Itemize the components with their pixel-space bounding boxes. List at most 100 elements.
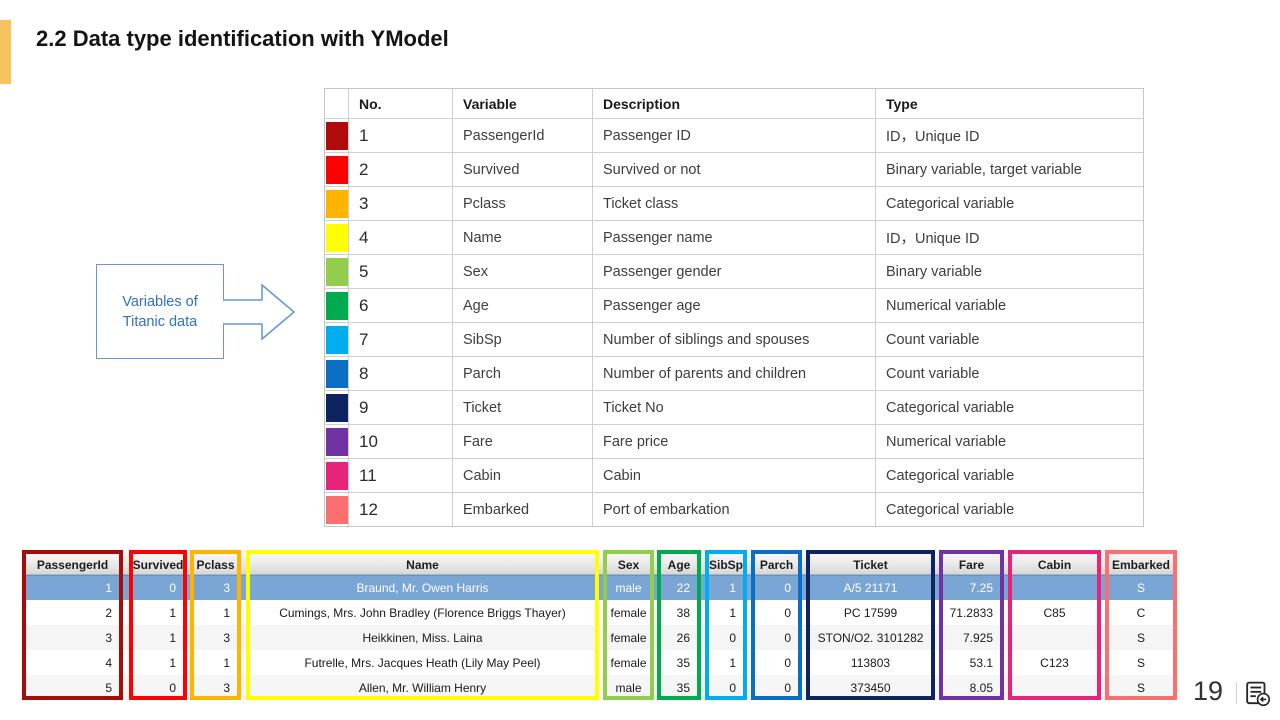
- grid-cell[interactable]: 1: [223, 605, 230, 620]
- grid-cell[interactable]: 0: [784, 630, 791, 645]
- grid-cell[interactable]: 373450: [850, 680, 891, 695]
- variables-table-type-cell: Categorical variable: [876, 459, 1143, 493]
- grid-cell[interactable]: 0: [169, 680, 176, 695]
- grid-row-band[interactable]: [24, 650, 1175, 675]
- grid-cell[interactable]: male: [615, 680, 642, 695]
- grid-cell[interactable]: 2: [105, 605, 112, 620]
- grid-cell[interactable]: 38: [676, 605, 690, 620]
- grid-row-band[interactable]: [24, 675, 1175, 700]
- grid-cell[interactable]: 1: [169, 605, 176, 620]
- grid-selected-row-band[interactable]: [24, 575, 1175, 600]
- grid-cell[interactable]: Allen, Mr. William Henry: [358, 680, 487, 695]
- grid-column-header[interactable]: Sex: [617, 557, 640, 572]
- grid-row-band[interactable]: [24, 600, 1175, 625]
- document-back-icon[interactable]: [1245, 681, 1271, 707]
- grid-cell[interactable]: 1: [169, 655, 176, 670]
- grid-cell[interactable]: Braund, Mr. Owen Harris: [356, 580, 489, 595]
- grid-cell[interactable]: 35: [676, 655, 690, 670]
- grid-cell[interactable]: 7.25: [969, 580, 993, 595]
- variables-table-no-cell: 1: [349, 119, 453, 153]
- grid-cell[interactable]: PC 17599: [843, 605, 898, 620]
- variables-table-variable-cell: Fare: [453, 425, 593, 459]
- grid-cell[interactable]: [1012, 625, 1097, 650]
- grid-cell[interactable]: female: [610, 655, 647, 670]
- grid-cell[interactable]: Futrelle, Mrs. Jacques Heath (Lily May P…: [304, 655, 541, 670]
- variables-table-no-cell: 5: [349, 255, 453, 289]
- grid-cell[interactable]: C123: [1040, 655, 1069, 670]
- grid-cell[interactable]: 3: [105, 630, 112, 645]
- grid-cell[interactable]: C: [1136, 605, 1146, 620]
- grid-column-header[interactable]: Cabin: [1037, 557, 1072, 572]
- grid-column-header[interactable]: Ticket: [853, 557, 888, 572]
- grid-column-header[interactable]: SibSp: [709, 557, 743, 572]
- grid-cell[interactable]: A/5 21171: [843, 580, 898, 595]
- grid-cell[interactable]: 113803: [850, 655, 891, 670]
- variables-table-no-cell: 2: [349, 153, 453, 187]
- grid-cell[interactable]: 1: [729, 655, 736, 670]
- grid-column-embarked: Embarked S C S S S: [1105, 550, 1177, 700]
- grid-row-band[interactable]: [24, 625, 1175, 650]
- grid-cell[interactable]: 1: [169, 630, 176, 645]
- grid-cell[interactable]: [1012, 575, 1097, 600]
- grid-cell[interactable]: S: [1136, 655, 1145, 670]
- variables-table-swatch-cell: [325, 187, 349, 221]
- grid-column-header[interactable]: PassengerId: [36, 557, 109, 572]
- grid-cell[interactable]: 0: [169, 580, 176, 595]
- grid-cell[interactable]: male: [615, 580, 642, 595]
- grid-cell[interactable]: Cumings, Mrs. John Bradley (Florence Bri…: [279, 605, 566, 620]
- grid-cell[interactable]: female: [610, 630, 647, 645]
- grid-cell[interactable]: S: [1136, 580, 1145, 595]
- grid-cell[interactable]: 0: [784, 655, 791, 670]
- grid-cell[interactable]: STON/O2. 3101282: [817, 630, 924, 645]
- grid-column-header[interactable]: Survived: [133, 557, 183, 572]
- color-swatch: [325, 223, 348, 252]
- grid-cell[interactable]: 26: [676, 630, 690, 645]
- grid-cell[interactable]: 8.05: [969, 680, 993, 695]
- variables-table-description-cell: Passenger gender: [593, 255, 876, 289]
- grid-cell[interactable]: [1012, 675, 1097, 700]
- color-swatch: [325, 189, 348, 218]
- grid-cell[interactable]: 1: [729, 605, 736, 620]
- page-title: 2.2 Data type identification with YModel: [36, 26, 449, 51]
- grid-cell[interactable]: 0: [729, 630, 736, 645]
- variables-table-variable-cell: PassengerId: [453, 119, 593, 153]
- variables-table-variable-cell: SibSp: [453, 323, 593, 357]
- accent-bar: [0, 20, 11, 84]
- grid-cell[interactable]: 1: [223, 655, 230, 670]
- grid-cell[interactable]: Heikkinen, Miss. Laina: [362, 630, 483, 645]
- grid-cell[interactable]: 3: [223, 680, 230, 695]
- variables-table-type-cell: Binary variable, target variable: [876, 153, 1143, 187]
- variables-table-description-cell: Passenger ID: [593, 119, 876, 153]
- grid-cell[interactable]: 3: [223, 630, 230, 645]
- grid-column-header[interactable]: Age: [667, 557, 691, 572]
- grid-column-header[interactable]: Pclass: [196, 557, 235, 572]
- grid-column-pclass: Pclass 3 1 3 1 3: [190, 550, 241, 700]
- grid-cell[interactable]: 0: [729, 680, 736, 695]
- grid-cell[interactable]: 53.1: [969, 655, 993, 670]
- grid-cell[interactable]: 35: [676, 680, 690, 695]
- grid-cell[interactable]: C85: [1043, 605, 1066, 620]
- grid-cell[interactable]: S: [1136, 680, 1145, 695]
- grid-cell[interactable]: 71.2833: [949, 605, 993, 620]
- grid-column-header[interactable]: Fare: [958, 557, 985, 572]
- grid-cell[interactable]: 3: [223, 580, 230, 595]
- grid-cell[interactable]: 4: [105, 655, 112, 670]
- grid-cell[interactable]: 5: [105, 680, 112, 695]
- grid-cell[interactable]: 0: [784, 605, 791, 620]
- grid-cell[interactable]: 1: [105, 580, 112, 595]
- titanic-data-grid: PassengerId 1 2 3 4 5 Survived 0 1 1 1 0 Pclass 3 1 3 1 3…: [0, 550, 1280, 700]
- grid-column-header[interactable]: Embarked: [1111, 557, 1171, 572]
- grid-cell[interactable]: 22: [676, 580, 690, 595]
- grid-cell[interactable]: 7.925: [962, 630, 993, 645]
- color-swatch: [325, 257, 348, 286]
- grid-column-header[interactable]: Parch: [759, 557, 794, 572]
- grid-cell[interactable]: 1: [729, 580, 736, 595]
- grid-cell[interactable]: S: [1136, 630, 1145, 645]
- variables-table-no-cell: 7: [349, 323, 453, 357]
- variables-table-no-cell: 8: [349, 357, 453, 391]
- grid-cell[interactable]: 0: [784, 580, 791, 595]
- grid-column-survived: Survived 0 1 1 1 0: [129, 550, 187, 700]
- grid-cell[interactable]: female: [610, 605, 647, 620]
- grid-column-header[interactable]: Name: [406, 557, 439, 572]
- grid-cell[interactable]: 0: [784, 680, 791, 695]
